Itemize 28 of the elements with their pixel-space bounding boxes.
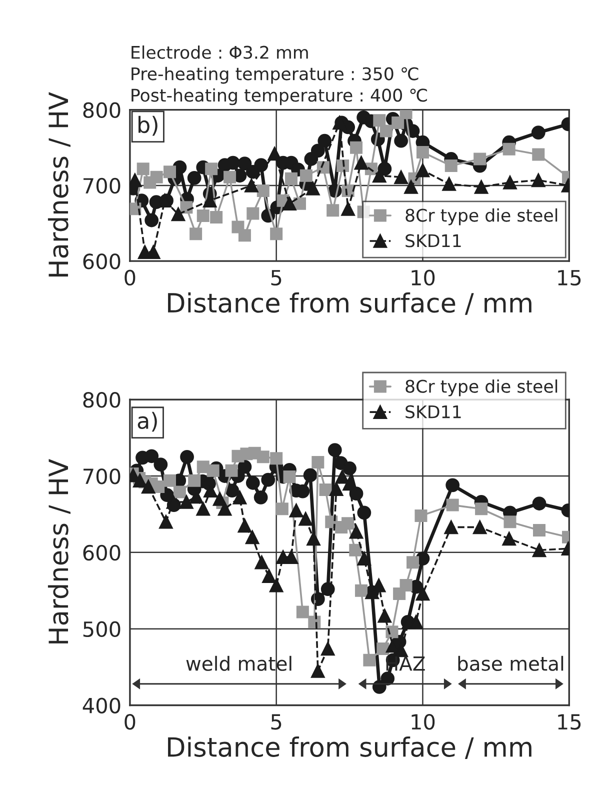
x-tick-label: 10 — [412, 714, 435, 730]
annotation: base metal — [458, 656, 564, 671]
x-axis-title: Distance from surface / mm — [168, 736, 532, 760]
legend-label: SKD11 — [406, 405, 461, 418]
x-tick-label: 15 — [558, 714, 581, 730]
y-tick-label: 400 — [82, 698, 120, 714]
y-tick-label: 700 — [84, 178, 120, 194]
y-tick-label: 700 — [84, 468, 120, 484]
x-tick-label: 0 — [124, 714, 136, 730]
y-axis-title: Hardness / HV — [48, 459, 70, 644]
x-tick-label: 15 — [558, 270, 581, 286]
annotation: a) — [138, 412, 157, 432]
y-tick-label: 500 — [83, 621, 120, 638]
y-tick-label: 600 — [83, 544, 120, 561]
y-tick-label: 800 — [83, 102, 120, 118]
x-axis-title: Distance from surface / mm — [168, 292, 532, 315]
x-tick-label: 10 — [412, 270, 435, 286]
annotation: b) — [138, 116, 158, 136]
legend-label: SKD11 — [406, 234, 461, 248]
y-tick-label: 800 — [83, 392, 120, 408]
x-tick-label: 5 — [271, 714, 282, 730]
chart-title: Electrode : Φ3.2 mm Pre-heating temperature : 350 ℃ Post-heating temperature : 400 ℃ — [132, 45, 427, 106]
x-tick-label: 0 — [124, 270, 136, 286]
y-tick-label: 600 — [83, 254, 120, 270]
legend-label: 8Cr type die steel — [406, 208, 558, 226]
x-tick-label: 5 — [271, 270, 282, 286]
y-axis-title: Hardness / HV — [48, 92, 70, 276]
legend-label: 8Cr type die steel — [406, 379, 558, 396]
